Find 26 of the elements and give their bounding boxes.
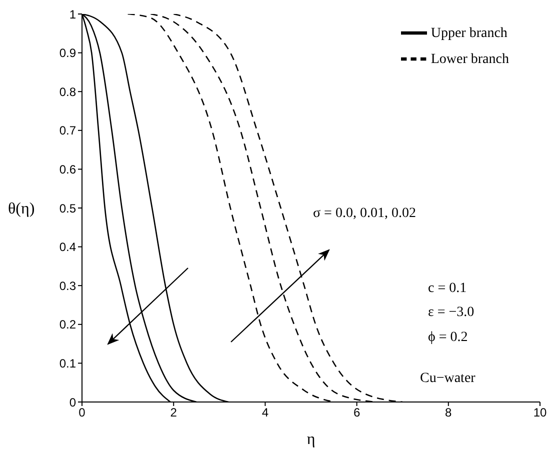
y-tick-label: 0.8 <box>59 84 76 99</box>
y-tick-label: 0.6 <box>59 162 76 176</box>
y-axis-title: θ(η) <box>8 200 35 218</box>
y-tick-label: 0.1 <box>59 356 76 370</box>
x-tick-label: 0 <box>78 406 86 420</box>
annotation: ε = −3.0 <box>428 304 474 322</box>
x-axis-title: η <box>306 431 316 448</box>
y-tick-label: 0.9 <box>59 46 76 60</box>
legend-label: Lower branch <box>430 52 509 67</box>
x-tick-label: 10 <box>533 406 547 420</box>
y-tick-label: 0.3 <box>59 278 76 293</box>
x-tick-label: 2 <box>170 406 178 420</box>
annotation: Cu−water <box>420 370 476 388</box>
y-tick-label: 0.2 <box>59 318 76 332</box>
annotation: ϕ = 0.2 <box>428 329 468 347</box>
y-tick-label: 0 <box>69 395 76 410</box>
x-tick-label: 8 <box>445 406 452 420</box>
y-tick-label: 0.5 <box>59 201 76 216</box>
y-tick-label: 0.4 <box>59 240 76 254</box>
annotation: σ = 0.0, 0.01, 0.02 <box>313 205 416 223</box>
annotation: c = 0.1 <box>428 280 467 298</box>
x-tick-label: 4 <box>262 406 269 420</box>
y-tick-label: 0.7 <box>59 124 76 138</box>
y-tick-label: 1 <box>69 7 76 22</box>
x-tick-label: 6 <box>353 406 360 420</box>
legend-label: Upper branch <box>430 26 508 41</box>
